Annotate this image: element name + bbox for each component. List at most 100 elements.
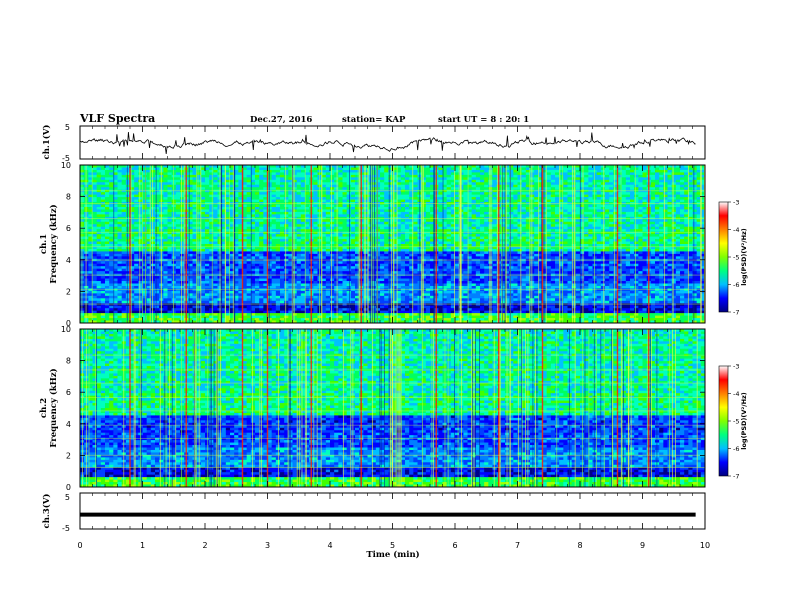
spectrogram-cell xyxy=(113,226,118,230)
spectrogram-cell xyxy=(663,209,668,213)
spectrogram-cell xyxy=(342,244,348,247)
spectrogram-cell xyxy=(621,192,627,196)
spectrogram-cell xyxy=(225,204,231,208)
spectrogram-cell xyxy=(567,184,573,188)
spectrogram-cell xyxy=(521,177,527,181)
spectrogram-cell xyxy=(363,197,368,200)
spectrogram-cell xyxy=(638,182,643,186)
spectrogram-cell xyxy=(84,209,89,213)
spectrogram-cell xyxy=(100,234,106,237)
spectrogram-cell xyxy=(659,209,664,213)
spectrogram-cell xyxy=(430,231,435,235)
spectrogram-cell xyxy=(380,219,385,223)
spectrogram-cell xyxy=(200,199,206,203)
spectrogram-cell xyxy=(675,187,681,191)
spectrogram-cell xyxy=(330,169,335,173)
spectrogram-cell xyxy=(213,169,218,173)
spectrogram-cell xyxy=(192,236,198,240)
spectrogram-cell xyxy=(271,244,277,247)
spectrogram-cell xyxy=(238,179,243,183)
spectrogram-cell xyxy=(105,172,110,176)
spectrogram-cell xyxy=(213,177,218,181)
spectrogram-cell xyxy=(305,214,310,218)
spectrogram-cell xyxy=(538,167,543,171)
spectrogram-cell xyxy=(305,229,310,233)
spectrogram-cell xyxy=(525,194,531,198)
spectrogram-cell xyxy=(284,221,289,225)
spectrogram-cell xyxy=(492,184,498,188)
spectrogram-cell xyxy=(613,231,618,235)
spectrogram-cell xyxy=(700,234,705,237)
spectrogram-cell xyxy=(109,172,114,176)
spectrogram-cell xyxy=(488,169,493,173)
spectrogram-cell xyxy=(605,241,610,245)
spectrogram-cell xyxy=(409,197,414,200)
spectrogram-cell xyxy=(175,165,181,168)
spectrogram-cell xyxy=(188,229,193,233)
spectrogram-cell xyxy=(342,197,348,200)
spectrogram-cell xyxy=(330,197,335,200)
spectrogram-cell xyxy=(505,192,510,196)
spectrogram-cell xyxy=(505,214,510,218)
spectrogram-cell xyxy=(392,182,398,186)
spectrogram-cell xyxy=(455,187,460,191)
spectrogram-cell xyxy=(671,244,677,247)
spectrogram-cell xyxy=(525,184,531,188)
spectrogram-cell xyxy=(205,224,210,228)
spectrogram-cell xyxy=(121,234,127,237)
spectrogram-cell xyxy=(500,241,506,245)
spectrogram-cell xyxy=(542,226,548,230)
spectrogram-cell xyxy=(271,169,277,173)
spectrogram-cell xyxy=(596,239,602,242)
spectrogram-cell xyxy=(671,204,677,208)
spectrogram-cell xyxy=(367,236,373,240)
spectrogram-cell xyxy=(446,229,452,233)
spectrogram-cell xyxy=(138,165,143,168)
spectrogram-cell xyxy=(138,244,143,247)
spectrogram-cell xyxy=(205,199,210,203)
spectrogram-cell xyxy=(196,236,202,240)
spectrogram-cell xyxy=(584,214,589,218)
spectrogram-cell xyxy=(488,199,493,203)
spectrogram-cell xyxy=(255,177,260,181)
spectrogram-cell xyxy=(130,209,135,213)
spectrogram-cell xyxy=(146,169,152,173)
spectrogram-cell xyxy=(242,224,248,228)
spectrogram-cell xyxy=(659,197,664,200)
spectrogram-cell xyxy=(375,221,381,225)
spectrogram-cell xyxy=(371,197,377,200)
spectrogram-cell xyxy=(659,194,664,198)
spectrogram-cell xyxy=(621,226,627,230)
spectrogram-cell xyxy=(155,244,160,247)
spectrogram-cell xyxy=(400,182,406,186)
spectrogram-cell xyxy=(538,214,543,218)
spectrogram-cell xyxy=(209,214,214,218)
spectrogram-cell xyxy=(421,221,427,225)
spectrogram-cell xyxy=(130,236,135,240)
spectrogram-cell xyxy=(80,206,85,210)
spectrogram-cell xyxy=(280,219,285,223)
spectrogram-cell xyxy=(671,167,677,171)
spectrogram-cell xyxy=(155,226,160,230)
spectrogram-cell xyxy=(409,165,414,168)
spectrogram-cell xyxy=(688,204,693,208)
spectrogram-cell xyxy=(196,192,202,196)
spectrogram-cell xyxy=(392,165,398,168)
spectrogram-cell xyxy=(650,179,656,183)
spectrogram-cell xyxy=(680,192,685,196)
spectrogram-cell xyxy=(167,246,173,250)
spectrogram-cell xyxy=(255,231,260,235)
spectrogram-cell xyxy=(675,197,681,200)
spectrogram-cell xyxy=(430,179,435,183)
spectrogram-cell xyxy=(84,179,89,183)
spectrogram-cell xyxy=(475,239,481,242)
spectrogram-cell xyxy=(467,219,473,223)
spectrogram-cell xyxy=(563,174,568,178)
spectrogram-cell xyxy=(655,184,660,188)
spectrogram-cell xyxy=(580,182,585,186)
spectrogram-cell xyxy=(313,184,318,188)
spectrogram-cell xyxy=(471,219,477,223)
spectrogram-cell xyxy=(296,172,302,176)
spectrogram-cell xyxy=(117,236,123,240)
spectrogram-cell xyxy=(375,182,381,186)
